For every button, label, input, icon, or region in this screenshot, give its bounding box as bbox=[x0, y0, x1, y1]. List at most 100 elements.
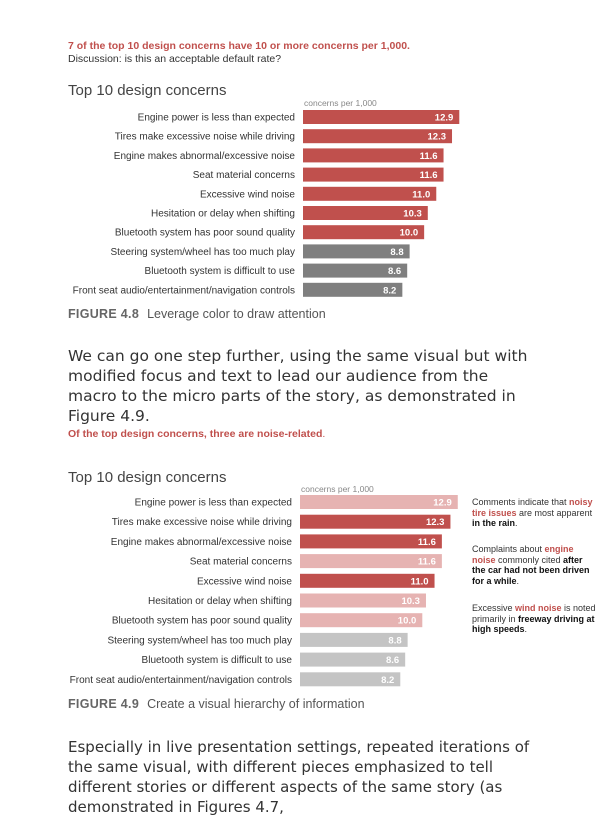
bar-value-label: 10.3 bbox=[403, 209, 422, 220]
category-label: Bluetooth system is difficult to use bbox=[145, 266, 296, 277]
bar bbox=[303, 167, 444, 182]
bar bbox=[300, 593, 426, 608]
bar-value-label: 12.9 bbox=[435, 113, 454, 124]
category-label: Excessive wind noise bbox=[200, 189, 295, 200]
bar bbox=[303, 225, 425, 240]
category-label: Hesitation or delay when shifting bbox=[148, 596, 292, 607]
note-tire-noise: Comments indicate that noisy tire issues… bbox=[472, 497, 597, 529]
bar bbox=[303, 186, 437, 201]
bar-value-label: 10.0 bbox=[398, 616, 417, 627]
figure-4-8-caption: FIGURE 4.8 Leverage color to draw attenti… bbox=[68, 307, 326, 321]
category-label: Bluetooth system has poor sound quality bbox=[112, 616, 292, 627]
note3-b: wind noise bbox=[515, 603, 562, 613]
note1-a: Comments indicate that bbox=[472, 497, 570, 507]
bar bbox=[303, 263, 408, 278]
note3-a: Excessive bbox=[472, 603, 516, 613]
figure-4-8-text: Leverage color to draw attention bbox=[147, 307, 326, 321]
chart2-svg: Engine power is less than expected 12.9 Ti… bbox=[70, 495, 458, 687]
note2-d: after the car had not been driven for a … bbox=[472, 554, 590, 586]
bar-value-label: 11.6 bbox=[420, 151, 438, 162]
category-label: Tires make excessive noise while driving bbox=[115, 132, 295, 143]
bar-value-label: 8.2 bbox=[383, 285, 396, 296]
category-label: Tires make excessive noise while driving bbox=[112, 517, 292, 528]
figure-4-9-headline: Of the top design concerns, three are no… bbox=[68, 428, 325, 440]
paragraph-2: Especially in live presentation settings… bbox=[68, 738, 530, 816]
note2-e: . bbox=[516, 575, 520, 586]
note-wind-noise: Excessive wind noise is noted primarily … bbox=[472, 603, 597, 635]
chart2-axis-label: concerns per 1,000 bbox=[301, 484, 374, 494]
bar bbox=[300, 514, 451, 529]
figure-4-9-label: FIGURE 4.9 bbox=[68, 697, 140, 711]
bar-value-label: 12.9 bbox=[433, 498, 452, 509]
figure-4-9-text: Create a visual hierarchy of information bbox=[147, 697, 365, 711]
bar-value-label: 8.8 bbox=[388, 635, 401, 646]
page-edge-mark bbox=[500, 0, 540, 4]
category-label: Engine makes abnormal/excessive noise bbox=[114, 151, 296, 162]
note1-c: are most apparent bbox=[516, 507, 593, 518]
bar-value-label: 10.0 bbox=[400, 228, 419, 239]
headline-red-text: 7 of the top 10 design concerns have 10 … bbox=[68, 40, 410, 52]
category-label: Front seat audio/entertainment/navigatio… bbox=[73, 285, 295, 296]
figure-4-9-caption: FIGURE 4.9 Create a visual hierarchy of i… bbox=[68, 697, 365, 711]
figure-4-8-headline: 7 of the top 10 design concerns have 10 … bbox=[68, 40, 410, 66]
bar bbox=[300, 672, 401, 687]
bar bbox=[303, 148, 444, 163]
category-label: Engine power is less than expected bbox=[138, 113, 295, 124]
category-label: Steering system/wheel has too much play bbox=[110, 247, 295, 258]
bar bbox=[300, 573, 435, 588]
bar-value-label: 12.3 bbox=[426, 517, 445, 528]
bar bbox=[300, 613, 423, 628]
note3-c: is noted primarily in bbox=[472, 603, 596, 624]
headline2-period: . bbox=[322, 428, 326, 440]
bar-value-label: 11.0 bbox=[412, 189, 430, 200]
bar bbox=[303, 206, 428, 220]
bar-value-label: 11.6 bbox=[418, 537, 436, 548]
bar bbox=[300, 632, 408, 647]
category-label: Front seat audio/entertainment/navigatio… bbox=[70, 675, 292, 686]
note1-b: noisy tire issues bbox=[472, 497, 593, 518]
bar bbox=[300, 554, 442, 569]
category-label: Bluetooth system is difficult to use bbox=[142, 655, 293, 666]
bar bbox=[303, 129, 453, 144]
category-label: Engine makes abnormal/excessive noise bbox=[111, 537, 293, 548]
bar-value-label: 10.3 bbox=[401, 596, 420, 607]
bar bbox=[303, 282, 403, 297]
note-engine-noise: Complaints about engine noise commonly c… bbox=[472, 544, 597, 586]
note1-e: . bbox=[515, 518, 518, 528]
note3-e: . bbox=[524, 624, 528, 634]
bar bbox=[303, 110, 460, 124]
bar bbox=[300, 534, 442, 549]
category-label: Engine power is less than expected bbox=[135, 498, 292, 509]
chart1-title: Top 10 design concerns bbox=[68, 82, 227, 99]
bar bbox=[303, 244, 410, 259]
bar bbox=[300, 652, 406, 667]
bar-value-label: 12.3 bbox=[428, 132, 447, 143]
bar-value-label: 8.8 bbox=[390, 247, 403, 258]
headline2-text: Of the top design concerns, three are no… bbox=[68, 428, 323, 440]
note2-c: commonly cited bbox=[495, 554, 564, 565]
bar-value-label: 8.6 bbox=[386, 655, 399, 666]
headline-sub-text: Discussion: is this an acceptable defaul… bbox=[68, 53, 282, 65]
category-label: Seat material concerns bbox=[193, 170, 295, 181]
bar-value-label: 11.0 bbox=[411, 576, 429, 587]
category-label: Bluetooth system has poor sound quality bbox=[115, 228, 295, 239]
chart1-axis-label: concerns per 1,000 bbox=[304, 98, 377, 108]
bar bbox=[300, 495, 458, 509]
note2-b: engine noise bbox=[472, 544, 574, 565]
note2-a: Complaints about bbox=[472, 544, 545, 554]
category-label: Seat material concerns bbox=[190, 557, 292, 568]
paragraph-1: We can go one step further, using the sa… bbox=[68, 347, 528, 425]
bar-value-label: 8.2 bbox=[381, 675, 394, 686]
note1-d: in the rain bbox=[472, 518, 516, 528]
figure-4-8-label: FIGURE 4.8 bbox=[68, 307, 140, 321]
category-label: Excessive wind noise bbox=[197, 576, 292, 587]
bar-value-label: 11.6 bbox=[420, 170, 438, 181]
category-label: Hesitation or delay when shifting bbox=[151, 209, 295, 220]
category-label: Steering system/wheel has too much play bbox=[107, 635, 292, 646]
chart2-title: Top 10 design concerns bbox=[68, 469, 227, 486]
note3-d: freeway driving at high speeds bbox=[472, 613, 595, 635]
bar-value-label: 11.6 bbox=[418, 557, 436, 568]
bar-value-label: 8.6 bbox=[388, 266, 401, 277]
chart1-svg: Engine power is less than expected 12.9 Ti… bbox=[73, 110, 460, 297]
